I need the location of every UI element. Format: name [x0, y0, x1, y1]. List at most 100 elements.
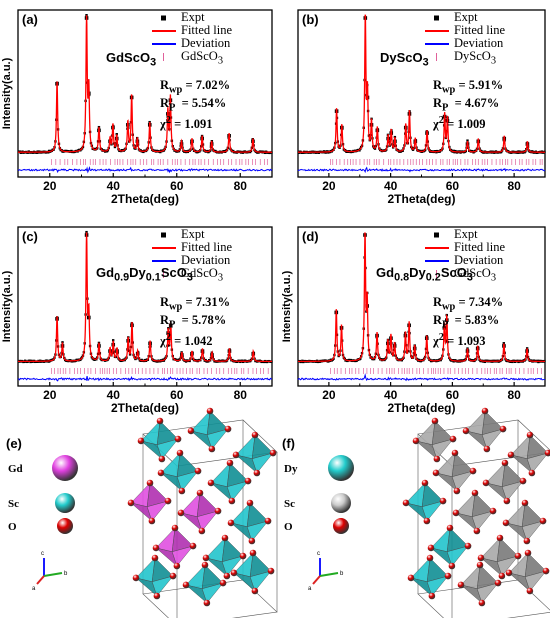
octahedron-face: [226, 480, 249, 502]
x-tick-label: 60: [170, 179, 184, 193]
axis-label-a: a: [308, 586, 312, 592]
oxygen-atom: [496, 534, 504, 542]
oxygen-atom: [267, 567, 275, 575]
oxygen-atom: [203, 599, 211, 607]
fit-statistic-text: χ2 = 1.091: [160, 115, 213, 132]
legend-label-text: Fitted line: [454, 23, 506, 37]
oxygen-atom: [469, 467, 477, 475]
oxygen-atom: [146, 479, 154, 487]
octahedron-face: [171, 545, 194, 567]
axis-b: [43, 572, 63, 577]
x-tick-label: 20: [322, 179, 336, 193]
octahedron-face: [524, 570, 547, 592]
atom-legend-sphere: [331, 493, 351, 513]
oxygen-atom: [502, 519, 510, 527]
octahedron: [402, 479, 447, 525]
oxygen-atom: [526, 431, 534, 439]
oxygen-atom: [171, 524, 179, 532]
oxygen-atom: [464, 542, 472, 550]
octahedron: [477, 534, 522, 580]
legend-label: DyScO3: [454, 49, 497, 64]
legend-label: Deviation: [454, 253, 503, 267]
oxygen-atom: [471, 489, 479, 497]
legend-label: Expt: [454, 10, 478, 24]
oxygen-atom: [528, 469, 536, 477]
panel-label: (d): [302, 229, 319, 244]
legend-label-text: Deviation: [181, 36, 231, 50]
fit-statistic: RP = 4.67%: [433, 96, 499, 114]
compound-label: GdScO3: [106, 50, 156, 69]
legend-label-text: DyScO3: [454, 49, 497, 64]
oxygen-atom: [221, 534, 229, 542]
axes-triad: c b a: [32, 551, 68, 592]
oxygen-atom: [427, 544, 435, 552]
octahedron-face: [156, 438, 179, 460]
panel-label: (b): [302, 12, 319, 27]
oxygen-atom: [249, 549, 257, 557]
oxygen-atom: [544, 449, 550, 457]
oxygen-atom: [407, 574, 415, 582]
octahedron: [202, 534, 247, 580]
oxygen-atom: [239, 552, 247, 560]
octahedron-face: [446, 545, 469, 567]
octahedron-face: [146, 500, 169, 522]
oxygen-atom: [519, 477, 527, 485]
x-axis-label: 2Theta(deg): [111, 401, 179, 415]
fitted-line: [298, 14, 546, 153]
legend-label: GdScO3: [181, 49, 223, 64]
oxygen-atom: [173, 562, 181, 570]
oxygen-atom: [431, 417, 439, 425]
atom-legend-label: O: [284, 521, 293, 533]
x-tick-label: 60: [170, 388, 184, 402]
oxygen-atom: [187, 427, 195, 435]
crystal-structure: [402, 407, 550, 618]
oxygen-atom: [194, 467, 202, 475]
oxygen-atom: [164, 497, 172, 505]
oxygen-atom: [152, 544, 160, 552]
fit-statistic: Rwp = 7.02%: [160, 78, 231, 96]
octahedron-face: [471, 510, 494, 532]
fit-statistic: χ2 = 1.091: [160, 115, 213, 132]
octahedron: [187, 407, 232, 453]
oxygen-atom: [503, 497, 511, 505]
oxygen-atom: [507, 451, 515, 459]
fit-statistic-text: Rwp = 7.02%: [160, 78, 231, 96]
legend-marker-expt: [161, 232, 166, 238]
legend-label-text: Fitted line: [454, 240, 506, 254]
compound-label-text: Gd0.8Dy0.2ScO3: [376, 265, 473, 284]
oxygen-atom: [524, 549, 532, 557]
octahedron: [127, 479, 172, 525]
legend-label: GdScO3: [454, 266, 496, 281]
oxygen-atom: [448, 562, 456, 570]
axis-b: [319, 572, 339, 577]
oxygen-atom: [481, 407, 489, 415]
oxygen-atom: [127, 499, 135, 507]
axis-label-c: c: [317, 551, 320, 557]
atom-legend-label: O: [8, 521, 17, 533]
oxygen-atom: [269, 449, 277, 457]
panel-label: (f): [282, 436, 295, 451]
expt-point: [85, 14, 88, 17]
oxygen-atom: [244, 477, 252, 485]
axis-label-c: c: [41, 551, 44, 557]
fitted-line: [298, 232, 545, 363]
oxygen-atom: [457, 581, 465, 589]
x-tick-label: 20: [43, 388, 57, 402]
octahedron: [177, 489, 222, 535]
oxygen-atom: [223, 572, 231, 580]
oxygen-atom: [214, 507, 222, 515]
legend-label-text: Deviation: [181, 253, 231, 267]
legend-label: Fitted line: [181, 240, 232, 254]
x-tick-label: 40: [107, 179, 121, 193]
oxygen-atom: [412, 437, 420, 445]
atom-legend-sphere: [55, 493, 75, 513]
atom-legend-label: Dy: [284, 463, 298, 475]
oxygen-atom: [494, 579, 502, 587]
x-axis-label: 2Theta(deg): [387, 401, 455, 415]
axis-a: [36, 575, 45, 585]
legend-label: Expt: [181, 10, 205, 24]
compound-label-text: DyScO3: [380, 50, 429, 69]
fit-statistic-text: RP = 5.83%: [433, 313, 500, 331]
